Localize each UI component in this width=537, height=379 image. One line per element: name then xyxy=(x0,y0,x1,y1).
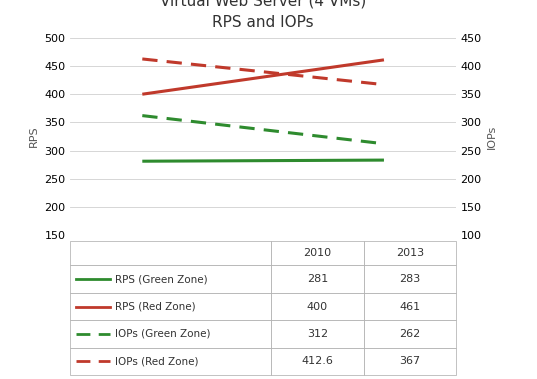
Text: 262: 262 xyxy=(400,329,420,339)
Text: IOPs (Red Zone): IOPs (Red Zone) xyxy=(115,357,199,366)
Y-axis label: IOPs: IOPs xyxy=(487,124,497,149)
Text: 367: 367 xyxy=(400,357,420,366)
Text: 312: 312 xyxy=(307,329,328,339)
Text: 281: 281 xyxy=(307,274,328,284)
Text: IOPs (Green Zone): IOPs (Green Zone) xyxy=(115,329,211,339)
Text: RPS (Red Zone): RPS (Red Zone) xyxy=(115,302,196,312)
Y-axis label: RPS: RPS xyxy=(29,125,39,147)
Text: 283: 283 xyxy=(400,274,420,284)
Text: 400: 400 xyxy=(307,302,328,312)
Text: 2010: 2010 xyxy=(303,248,331,258)
Text: 461: 461 xyxy=(400,302,420,312)
Title: 2013 vs. 2010
Virtual Web Server (4 VMs)
RPS and IOPs: 2013 vs. 2010 Virtual Web Server (4 VMs)… xyxy=(160,0,366,30)
Text: 2013: 2013 xyxy=(396,248,424,258)
Text: RPS (Green Zone): RPS (Green Zone) xyxy=(115,274,208,284)
Text: 412.6: 412.6 xyxy=(301,357,333,366)
